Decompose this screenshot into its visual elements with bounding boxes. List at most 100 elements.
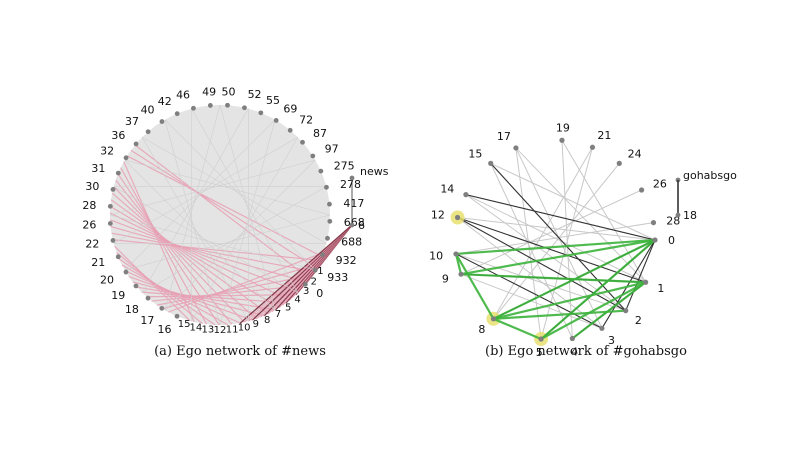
news-node <box>133 141 139 147</box>
gohabsgo-node-label: 24 <box>628 147 642 160</box>
gohabsgo-edge-green <box>493 309 626 320</box>
news-node-label: 42 <box>158 95 172 108</box>
news-node-label: 17 <box>140 314 154 327</box>
news-edge <box>109 219 300 293</box>
news-node <box>273 118 279 123</box>
news-node-label: 40 <box>141 104 155 117</box>
gohabsgo-node-label: 19 <box>556 121 570 134</box>
news-node <box>242 105 247 111</box>
gohabsgo-node <box>458 271 464 277</box>
news-edge <box>110 199 269 315</box>
news-node <box>123 155 129 161</box>
news-ego-label: news <box>360 165 389 178</box>
gohabsgo-node <box>569 335 575 342</box>
gohabsgo-edge-gray <box>457 217 603 329</box>
news-node <box>207 103 213 108</box>
gohabsgo-edge-dark <box>601 239 656 329</box>
news-node <box>225 102 230 108</box>
gohabsgo-node-label: 10 <box>429 250 443 263</box>
gohabsgo-edge-gray <box>490 162 656 241</box>
gohabsgo-node <box>623 308 629 314</box>
news-node-label: 55 <box>266 94 280 107</box>
news-node-label: 668 <box>344 216 365 229</box>
news-node-label: 417 <box>343 197 364 210</box>
news-edge-bg <box>142 136 327 244</box>
news-node-label: 933 <box>327 271 348 284</box>
gohabsgo-node-label-18: 18 <box>683 209 697 222</box>
gohabsgo-node-label: 15 <box>468 147 482 160</box>
gohabsgo-edge-dark <box>457 217 626 312</box>
news-node-label: 275 <box>334 160 355 173</box>
gohabsgo-node-label: 17 <box>497 130 511 143</box>
news-edge <box>115 179 233 325</box>
news-edge <box>162 263 319 310</box>
news-edge <box>132 281 265 317</box>
news-edge-bg <box>109 214 316 271</box>
gohabsgo-edge-dark <box>457 216 646 283</box>
gohabsgo-node-label: 1 <box>657 282 664 295</box>
gohabsgo-node <box>639 187 645 193</box>
gohabsgo-ego-label: gohabsgo <box>683 169 737 182</box>
news-node-label: 28 <box>82 199 96 212</box>
news-node <box>318 168 324 174</box>
gohabsgo-node-label: 26 <box>653 178 667 191</box>
news-node-label: 97 <box>325 142 339 155</box>
gohabsgo-edge-green <box>454 253 463 275</box>
news-node <box>174 313 180 319</box>
gohabsgo-edge-dark <box>465 194 656 241</box>
gohabsgo-node <box>463 192 469 198</box>
news-node <box>191 105 196 111</box>
news-edge-bg <box>113 186 298 294</box>
news-edge <box>113 186 245 323</box>
news-edge <box>156 274 313 306</box>
news-node-label: 0 <box>316 287 323 300</box>
news-node-label: 18 <box>125 303 139 316</box>
news-edge-bg <box>124 159 331 216</box>
gohabsgo-node <box>616 160 622 166</box>
news-node-label: 16 <box>158 323 172 336</box>
news-node <box>110 187 116 192</box>
news-node-label: 2 <box>311 276 317 287</box>
news-node <box>110 238 116 243</box>
news-edge <box>110 205 280 309</box>
news-edge-bg <box>141 108 249 293</box>
news-node-label: 31 <box>91 162 105 175</box>
news-node-label: 20 <box>100 273 114 286</box>
news-edge-bg <box>141 137 249 322</box>
caption-news: (a) Ego network of #news <box>154 344 326 359</box>
news-node-label: 6 <box>358 219 365 232</box>
news-edge-bg <box>191 137 299 322</box>
news-node-label: 26 <box>82 219 96 232</box>
gohabsgo-edge-gray <box>540 147 593 340</box>
news-node-label: 14 <box>190 322 203 333</box>
news-edge-bg <box>219 119 276 326</box>
news-edge <box>126 155 323 258</box>
news-edge <box>118 258 216 326</box>
gohabsgo-node-label: 0 <box>668 234 675 247</box>
news-node-label: 46 <box>176 89 190 102</box>
news-node <box>145 295 151 301</box>
news-node-label: 8 <box>264 315 270 326</box>
gohabsgo-node-label: 28 <box>666 214 680 227</box>
news-edge-bg <box>113 136 298 244</box>
gohabsgo-node <box>559 137 565 143</box>
gohabsgo-edge-gray <box>457 217 656 241</box>
news-node-label: 13 <box>202 324 215 335</box>
news-edge-bg <box>124 119 276 271</box>
news-node-label: 3 <box>303 286 309 297</box>
gohabsgo-node <box>490 316 497 322</box>
news-node <box>324 184 329 190</box>
gohabsgo-node-label: 4 <box>571 345 578 358</box>
news-node <box>312 267 318 273</box>
news-node-label: 7 <box>275 309 281 320</box>
news-edge <box>120 167 208 325</box>
gohabsgo-node-label: 14 <box>440 183 454 196</box>
news-node-label: 11 <box>226 324 239 335</box>
news-node-label: 36 <box>111 129 125 142</box>
gohabsgo-node-label: 8 <box>478 323 485 336</box>
gohabsgo-edge-gray <box>493 147 593 320</box>
gohabsgo-edge-gray <box>515 147 542 340</box>
news-node <box>107 203 113 209</box>
